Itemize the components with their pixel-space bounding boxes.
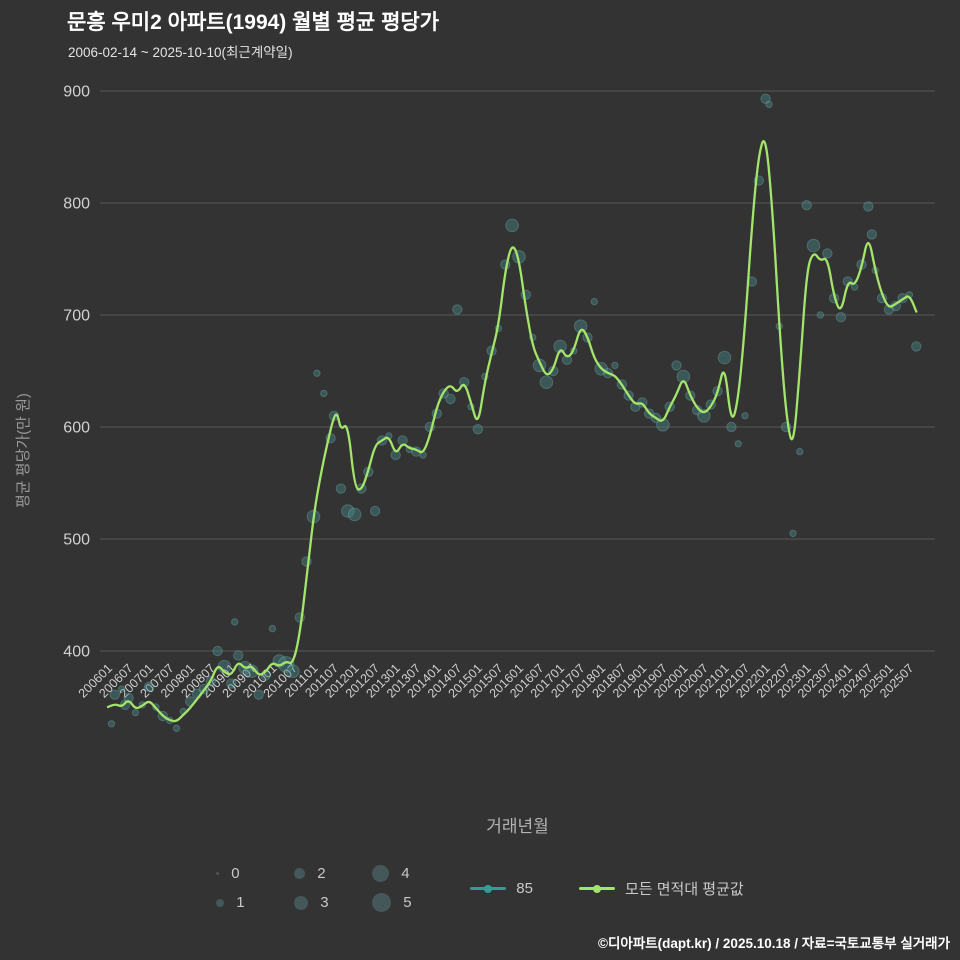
- size-legend-item-2: 2: [294, 865, 346, 882]
- size-label: 5: [403, 894, 412, 911]
- svg-text:500: 500: [63, 532, 90, 549]
- page-title: 문흥 우미2 아파트(1994) 월별 평균 평당가: [67, 11, 440, 34]
- size-label: 1: [236, 894, 245, 911]
- average-line-series: [106, 140, 918, 723]
- size-legend-item-4: 4: [372, 865, 424, 882]
- size-label: 2: [317, 865, 326, 882]
- size-label: 0: [231, 865, 240, 882]
- chart-subtitle: 2006-02-14 ~ 2025-10-10(최근계약일): [68, 45, 293, 60]
- size-legend-item-1: 1: [216, 894, 268, 911]
- series-average-dot-icon: [592, 884, 601, 893]
- legend-series-average[interactable]: 모든 면적대 평균값: [578, 878, 744, 899]
- bubble-size-dot: [216, 898, 225, 907]
- bubble-size-dot: [294, 868, 306, 879]
- series-85-swatch: [470, 881, 507, 895]
- bubble-size-dot: [294, 895, 309, 910]
- chart-canvas: 4005006007008009002006012006072007012007…: [63, 84, 935, 732]
- series-85-label: 85: [516, 879, 533, 897]
- size-legend-item-5: 5: [372, 893, 424, 912]
- legend-series-85[interactable]: 85: [470, 880, 533, 897]
- svg-text:400: 400: [63, 644, 90, 661]
- bubble-size-dot: [372, 865, 390, 882]
- series-85-dot-icon: [484, 884, 493, 893]
- svg-text:800: 800: [63, 196, 90, 213]
- chart-legend: 0 1 2 3 4 5: [0, 860, 960, 916]
- svg-text:900: 900: [63, 84, 90, 101]
- svg-text:600: 600: [63, 420, 90, 437]
- y-tick-labels: 400 500 600 700 800 900: [63, 84, 90, 661]
- x-axis-title: 거래년월: [486, 817, 549, 836]
- size-label: 3: [320, 894, 329, 911]
- bubble-size-dot: [372, 893, 392, 912]
- svg-text:700: 700: [63, 308, 90, 325]
- gridlines: [100, 90, 935, 652]
- bubble-size-dot: [216, 872, 220, 875]
- size-legend-item-3: 3: [294, 894, 346, 911]
- credit-line: ©디아파트(dapt.kr) / 2025.10.18 / 자료=국토교통부 실…: [598, 936, 950, 951]
- size-legend-item-0: 0: [216, 865, 268, 882]
- bubble-series-85: [107, 93, 922, 732]
- size-label: 4: [401, 865, 410, 882]
- bubble-size-legend: 0 1 2 3 4 5: [216, 860, 424, 916]
- series-average-swatch: [578, 881, 615, 895]
- series-average-label: 모든 면적대 평균값: [624, 880, 744, 898]
